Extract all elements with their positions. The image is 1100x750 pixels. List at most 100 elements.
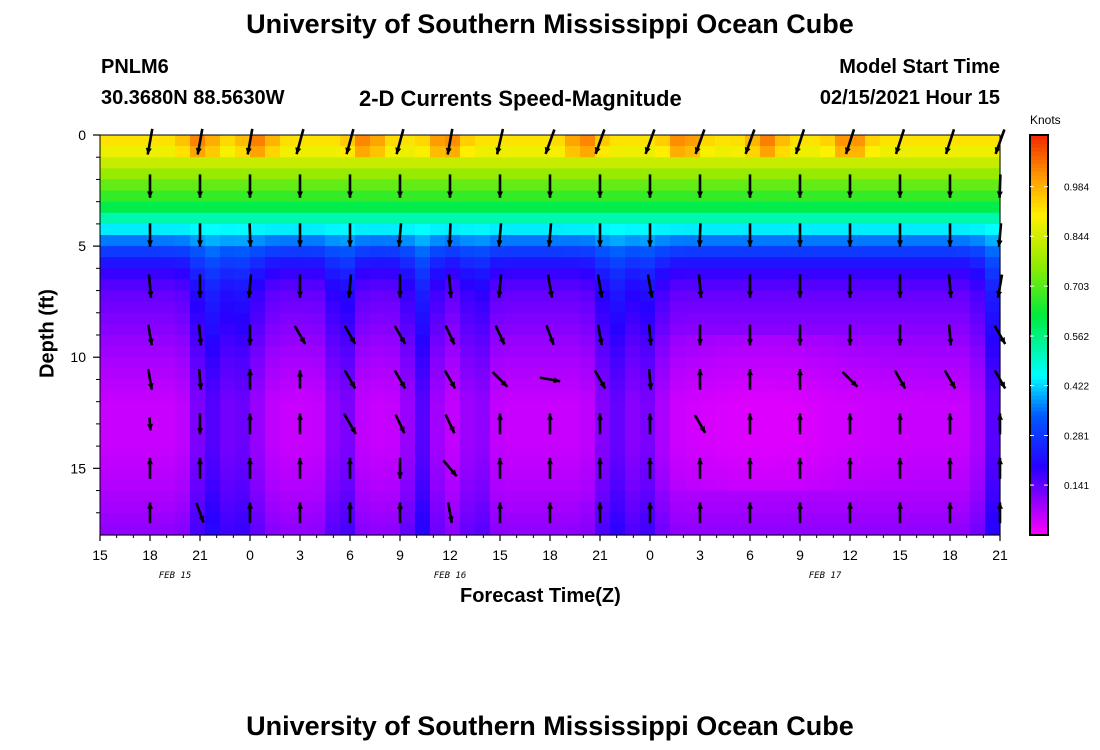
vector-head	[697, 457, 703, 465]
heatmap-cell	[490, 523, 506, 536]
heatmap-cell	[820, 490, 836, 503]
vector-head	[797, 369, 803, 376]
heatmap-cell	[385, 379, 401, 392]
vector-head	[895, 147, 901, 154]
heatmap-cell	[115, 323, 131, 336]
heatmap-cell	[985, 246, 1001, 258]
heatmap-cell	[745, 390, 761, 403]
colorbar-cell	[1030, 187, 1048, 192]
heatmap-cell	[325, 412, 341, 425]
heatmap-cell	[790, 268, 806, 281]
heatmap-cell	[715, 390, 731, 403]
current-vector	[647, 502, 653, 524]
heatmap-cell	[895, 323, 911, 336]
heatmap-cell	[595, 501, 611, 514]
heatmap-cell	[325, 335, 341, 347]
heatmap-cell	[115, 146, 131, 158]
current-vector	[197, 457, 203, 479]
heatmap-cell	[115, 490, 131, 503]
heatmap-cell	[955, 446, 971, 458]
heatmap-cell	[895, 446, 911, 458]
heatmap-cell	[760, 357, 776, 369]
heatmap-cell	[490, 312, 506, 325]
heatmap-cell	[745, 290, 761, 303]
heatmap-cell	[895, 157, 911, 169]
heatmap-cell	[325, 146, 341, 158]
heatmap-cell	[145, 468, 161, 481]
heatmap-cell	[220, 268, 236, 281]
heatmap-cell	[310, 479, 326, 492]
heatmap-cell	[190, 246, 206, 258]
vector-head	[847, 457, 853, 465]
heatmap-cell	[340, 512, 356, 525]
heatmap-cell	[925, 257, 941, 269]
heatmap-cell	[445, 157, 461, 169]
heatmap-cell	[745, 257, 761, 269]
heatmap-cell	[340, 301, 356, 314]
heatmap-cell	[235, 257, 251, 269]
heatmap-cell	[760, 457, 776, 469]
heatmap-cell	[475, 279, 491, 292]
heatmap-cell	[655, 179, 671, 192]
current-vector	[897, 413, 903, 435]
heatmap-cell	[340, 279, 356, 292]
heatmap-cell	[520, 412, 536, 425]
current-vector	[747, 223, 753, 247]
heatmap-cell	[745, 379, 761, 392]
heatmap-cell	[610, 435, 626, 447]
heatmap-cell	[715, 446, 731, 458]
heatmap-cell	[505, 490, 521, 503]
heatmap-cell	[640, 479, 656, 492]
heatmap-cell	[415, 490, 431, 503]
heatmap-cell	[940, 346, 956, 358]
heatmap-cell	[370, 479, 386, 492]
heatmap-cell	[190, 490, 206, 503]
heatmap-cell	[535, 479, 551, 492]
heatmap-cell	[745, 368, 761, 381]
heatmap-cell	[505, 190, 521, 203]
heatmap-cell	[175, 446, 191, 458]
heatmap-cell	[685, 512, 701, 525]
heatmap-cell	[565, 368, 581, 381]
colorbar-cell	[1030, 267, 1048, 272]
heatmap-cell	[160, 301, 176, 314]
heatmap-cell	[310, 512, 326, 525]
heatmap-cell	[985, 379, 1001, 392]
heatmap-cell	[730, 301, 746, 314]
colorbar-cell	[1030, 239, 1048, 244]
heatmap-cell	[580, 190, 596, 203]
heatmap-cell	[115, 312, 131, 325]
heatmap-cell	[370, 246, 386, 258]
heatmap-cell	[295, 368, 311, 381]
heatmap-cell	[490, 379, 506, 392]
heatmap-cell	[640, 335, 656, 347]
heatmap-cell	[265, 323, 281, 336]
heatmap-cell	[850, 357, 866, 369]
heatmap-cell	[655, 346, 671, 358]
heatmap-cell	[595, 523, 611, 536]
heatmap-cell	[820, 223, 836, 236]
heatmap-cell	[970, 179, 986, 192]
heatmap-cell	[655, 357, 671, 369]
heatmap-cell	[490, 301, 506, 314]
heatmap-cell	[445, 301, 461, 314]
heatmap-cell	[880, 179, 896, 192]
heatmap-cell	[340, 346, 356, 358]
heatmap-cell	[250, 479, 266, 492]
heatmap-cell	[175, 435, 191, 447]
heatmap-cell	[400, 257, 416, 269]
heatmap-cell	[175, 423, 191, 436]
vector-head	[147, 338, 154, 346]
heatmap-cell	[715, 135, 731, 147]
heatmap-cell	[670, 135, 686, 147]
heatmap-cell	[970, 146, 986, 158]
heatmap-cell	[970, 401, 986, 414]
heatmap-cell	[190, 268, 206, 281]
heatmap-cell	[610, 512, 626, 525]
heatmap-cell	[595, 323, 611, 336]
heatmap-cell	[895, 357, 911, 369]
current-vector	[147, 417, 154, 431]
heatmap-cell	[295, 390, 311, 403]
heatmap-cell	[355, 457, 371, 469]
heatmap-cell	[310, 390, 326, 403]
